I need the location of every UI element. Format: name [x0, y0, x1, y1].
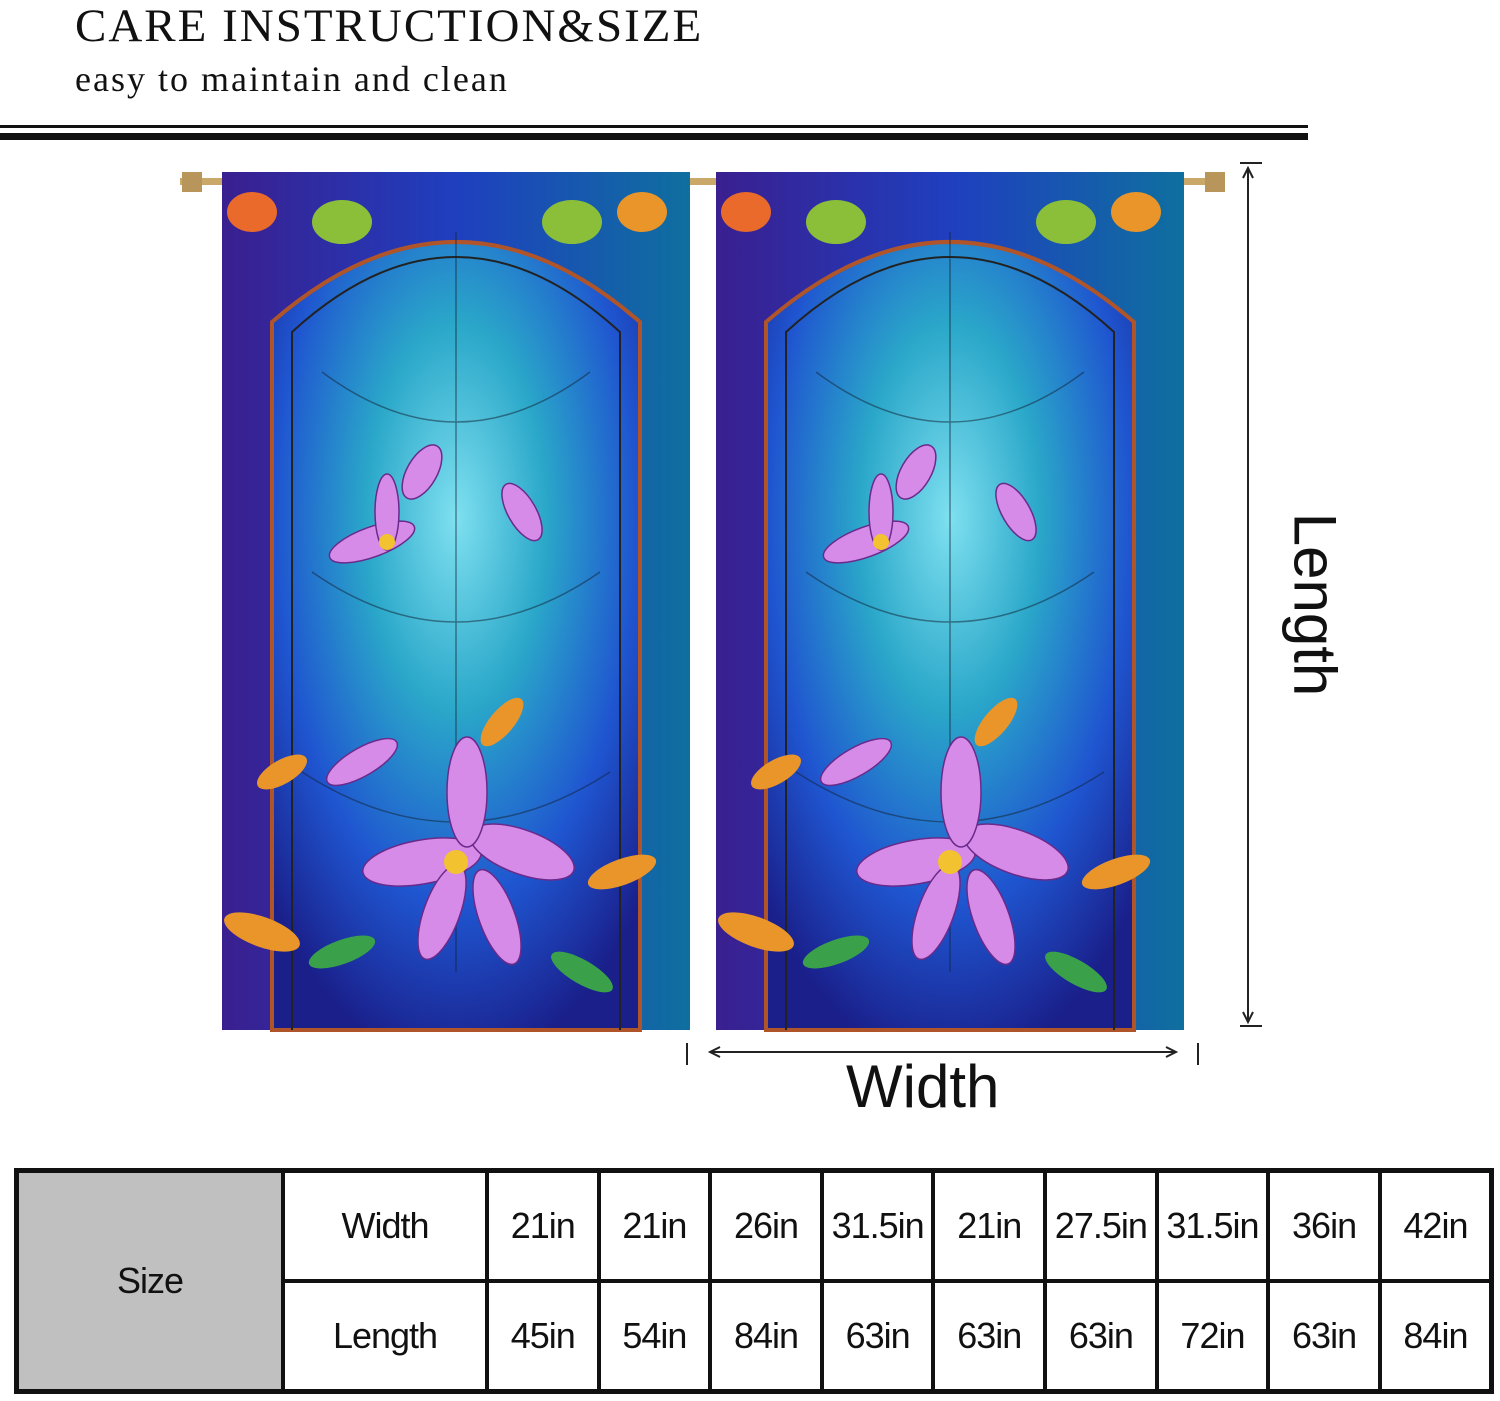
length-label: Length	[1281, 512, 1349, 697]
table-cell: 21in	[596, 1168, 713, 1283]
table-cell: 21in	[931, 1168, 1048, 1283]
table-cell: 63in	[1043, 1279, 1159, 1394]
width-arrow	[686, 1043, 1199, 1065]
table-row: Length 45in 54in 84in 63in 63in 63in 72i…	[17, 1279, 1494, 1394]
table-cell: 54in	[596, 1279, 713, 1394]
divider	[0, 125, 1308, 128]
page-title: CARE INSTRUCTION&SIZE	[75, 0, 704, 52]
table-cell: 36in	[1266, 1168, 1382, 1283]
row-label: Width	[281, 1168, 489, 1283]
divider	[0, 133, 1308, 140]
table-cell: 45in	[485, 1279, 601, 1394]
table-cell: 31.5in	[1154, 1168, 1271, 1283]
table-cell: 26in	[708, 1168, 824, 1283]
table-cell: 31.5in	[819, 1168, 936, 1283]
size-table: Size Width 21in 21in 26in 31.5in 21in 27…	[14, 1168, 1494, 1394]
curtain-panel-left	[217, 170, 693, 1032]
table-row: Size Width 21in 21in 26in 31.5in 21in 27…	[14, 1168, 1494, 1394]
curtain-rod	[180, 178, 1225, 185]
curtain-diagram	[180, 162, 1262, 1065]
width-label: Width	[846, 1053, 1000, 1120]
length-arrow	[1240, 162, 1262, 1027]
table-cell: 42in	[1377, 1168, 1494, 1283]
table-cell: 84in	[708, 1279, 824, 1394]
table-cell: 21in	[485, 1168, 601, 1283]
table-cell: 27.5in	[1043, 1168, 1159, 1283]
table-cell: 63in	[819, 1279, 936, 1394]
row-label: Length	[281, 1279, 489, 1394]
table-cell: 63in	[931, 1279, 1048, 1394]
page-subtitle: easy to maintain and clean	[75, 59, 509, 99]
curtain-panel-right	[711, 170, 1186, 1032]
size-header: Size	[14, 1168, 285, 1394]
table-cell: 63in	[1266, 1279, 1382, 1394]
table-cell: 72in	[1154, 1279, 1271, 1394]
table-cell: 84in	[1377, 1279, 1494, 1394]
